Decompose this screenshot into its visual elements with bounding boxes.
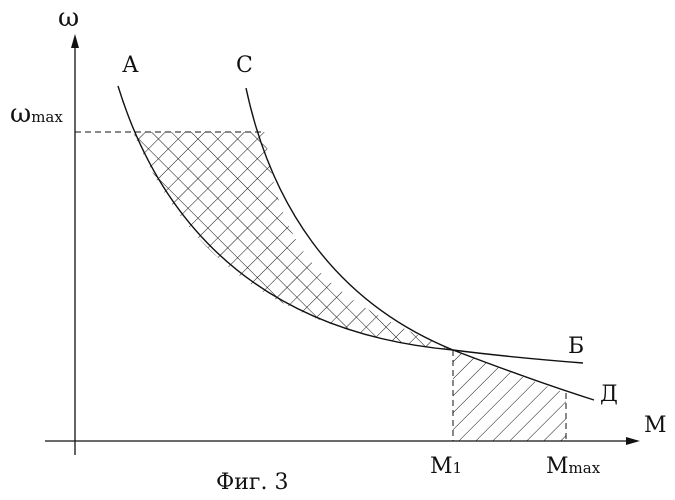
- figure-caption: Фиг. 3: [216, 470, 288, 495]
- mmax-subscript: max: [569, 459, 601, 477]
- curve-d-label: Д: [600, 382, 618, 407]
- y-axis-arrowhead: [71, 34, 79, 48]
- axis-y-label: ω: [58, 3, 79, 33]
- omega-max-label: ωmax: [10, 99, 63, 129]
- axis-x-label: M: [644, 413, 667, 438]
- m1-symbol: M: [430, 454, 453, 479]
- mmax-label: Mmax: [546, 454, 601, 479]
- curve-c-label: С: [236, 53, 253, 78]
- mmax-symbol: M: [546, 454, 569, 479]
- cross-hatched-region: [133, 132, 453, 350]
- curve-b-label: Б: [568, 334, 584, 359]
- m1-label: M1: [430, 454, 462, 479]
- single-hatched-region: [453, 350, 566, 441]
- omega-max-subscript: max: [31, 108, 63, 126]
- m1-subscript: 1: [453, 459, 463, 477]
- x-axis-arrowhead: [626, 437, 640, 445]
- omega-max-symbol: ω: [10, 99, 31, 129]
- curve-a-label: А: [122, 53, 139, 78]
